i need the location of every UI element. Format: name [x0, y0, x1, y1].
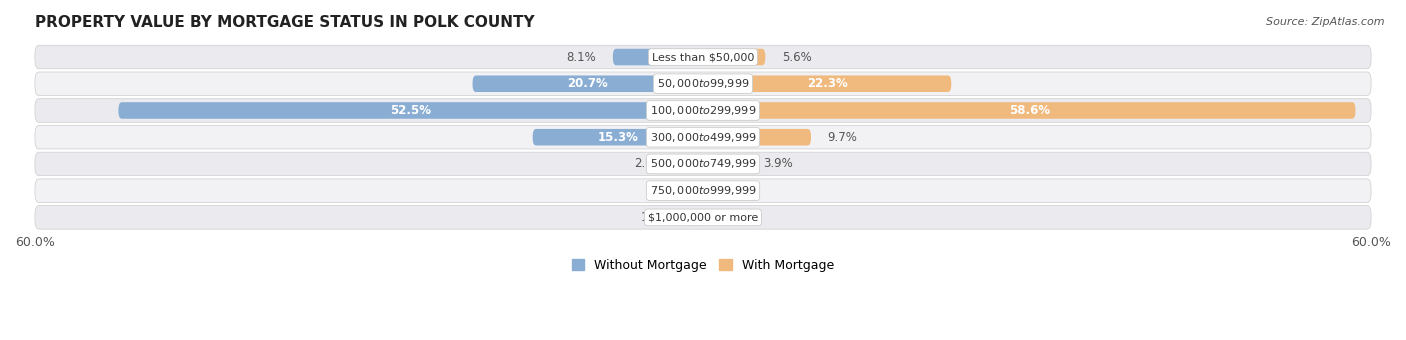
Text: 2.0%: 2.0% — [634, 157, 664, 170]
Text: 0.0%: 0.0% — [657, 184, 686, 197]
Text: $100,000 to $299,999: $100,000 to $299,999 — [650, 104, 756, 117]
Text: 15.3%: 15.3% — [598, 131, 638, 144]
Text: 0.0%: 0.0% — [720, 211, 749, 224]
Text: 5.6%: 5.6% — [782, 51, 811, 64]
Text: Source: ZipAtlas.com: Source: ZipAtlas.com — [1267, 17, 1385, 27]
Text: $300,000 to $499,999: $300,000 to $499,999 — [650, 131, 756, 144]
Text: $500,000 to $749,999: $500,000 to $749,999 — [650, 157, 756, 170]
FancyBboxPatch shape — [35, 179, 1371, 202]
FancyBboxPatch shape — [703, 75, 952, 92]
FancyBboxPatch shape — [533, 129, 703, 146]
FancyBboxPatch shape — [681, 156, 703, 172]
Text: $1,000,000 or more: $1,000,000 or more — [648, 212, 758, 222]
FancyBboxPatch shape — [35, 72, 1371, 96]
FancyBboxPatch shape — [35, 206, 1371, 229]
FancyBboxPatch shape — [703, 49, 765, 65]
Text: 52.5%: 52.5% — [391, 104, 432, 117]
Text: $750,000 to $999,999: $750,000 to $999,999 — [650, 184, 756, 197]
Text: 1.4%: 1.4% — [641, 211, 671, 224]
FancyBboxPatch shape — [35, 125, 1371, 149]
FancyBboxPatch shape — [35, 152, 1371, 176]
FancyBboxPatch shape — [472, 75, 703, 92]
Text: 9.7%: 9.7% — [828, 131, 858, 144]
FancyBboxPatch shape — [703, 156, 747, 172]
Text: 22.3%: 22.3% — [807, 77, 848, 90]
Text: $50,000 to $99,999: $50,000 to $99,999 — [657, 77, 749, 90]
FancyBboxPatch shape — [35, 45, 1371, 69]
FancyBboxPatch shape — [118, 102, 703, 119]
FancyBboxPatch shape — [35, 99, 1371, 122]
Text: 20.7%: 20.7% — [568, 77, 609, 90]
FancyBboxPatch shape — [703, 129, 811, 146]
FancyBboxPatch shape — [613, 49, 703, 65]
Text: 3.9%: 3.9% — [763, 157, 793, 170]
Text: PROPERTY VALUE BY MORTGAGE STATUS IN POLK COUNTY: PROPERTY VALUE BY MORTGAGE STATUS IN POL… — [35, 15, 534, 30]
Text: 58.6%: 58.6% — [1008, 104, 1050, 117]
FancyBboxPatch shape — [703, 102, 1355, 119]
Text: 8.1%: 8.1% — [567, 51, 596, 64]
FancyBboxPatch shape — [688, 209, 703, 226]
Text: Less than $50,000: Less than $50,000 — [652, 52, 754, 62]
Text: 0.0%: 0.0% — [720, 184, 749, 197]
Legend: Without Mortgage, With Mortgage: Without Mortgage, With Mortgage — [567, 254, 839, 277]
